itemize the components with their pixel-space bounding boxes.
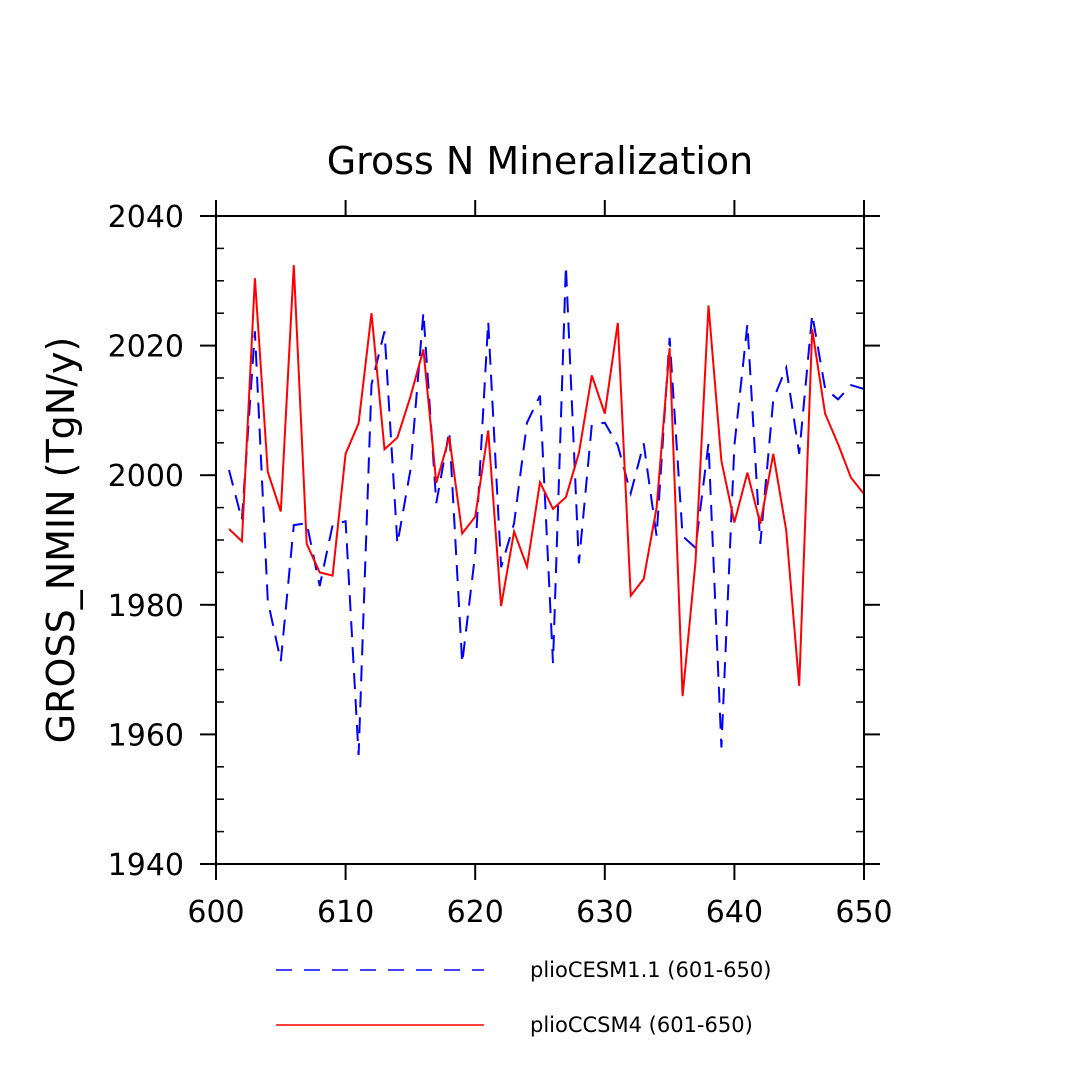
y-tick-label: 2020 [108, 330, 184, 365]
legend-label: plioCESM1.1 (601-650) [530, 958, 771, 982]
y-tick-label: 1960 [108, 718, 184, 753]
x-tick-label: 620 [447, 895, 504, 930]
x-tick-label: 640 [706, 895, 763, 930]
legend-label: plioCCSM4 (601-650) [530, 1013, 753, 1037]
x-tick-label: 630 [576, 895, 633, 930]
ticks-group: 1940 1960 1980 2000 2020 2040 600 610 620 630 640 6… [108, 200, 893, 930]
plot-frame [215, 215, 865, 865]
y-tick-label: 2040 [108, 200, 184, 235]
series-line-pliocesm [228, 265, 865, 756]
x-tick-label: 610 [317, 895, 374, 930]
chart-title: Gross N Mineralization [327, 139, 754, 183]
x-tick-label: 600 [187, 895, 244, 930]
x-tick-label: 650 [835, 895, 892, 930]
series-line-pliocssm [228, 265, 865, 697]
series-group [228, 265, 865, 756]
y-tick-label: 1980 [108, 589, 184, 624]
legend: plioCESM1.1 (601-650) plioCCSM4 (601-650) [276, 958, 771, 1037]
y-tick-label: 1940 [108, 848, 184, 883]
y-axis-label: GROSS_NMIN (TgN/y) [39, 337, 83, 744]
y-tick-label: 2000 [108, 459, 184, 494]
